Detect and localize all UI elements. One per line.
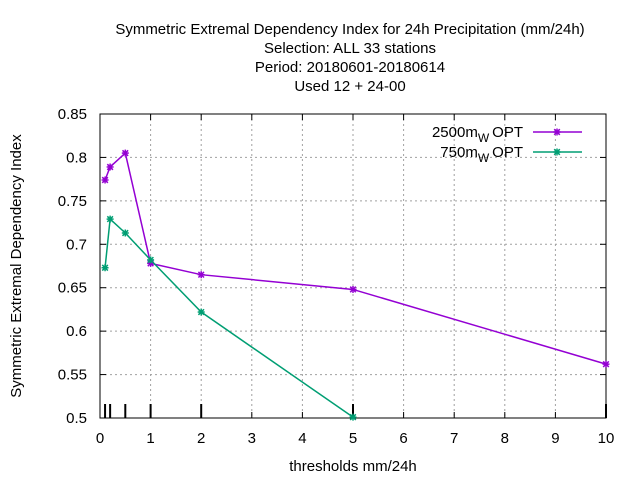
x-tick-label: 8 [501, 430, 509, 447]
data-point [553, 128, 561, 136]
x-tick-label: 6 [399, 430, 407, 447]
x-tick-label: 2 [197, 430, 205, 447]
x-tick-label: 7 [450, 430, 458, 447]
data-point [106, 215, 114, 223]
data-point [197, 308, 205, 316]
y-tick-label: 0.85 [58, 106, 87, 123]
legend-label: 750mW OPT [440, 144, 523, 165]
y-tick-label: 0.7 [66, 236, 87, 253]
data-point [101, 264, 109, 272]
data-point [147, 256, 155, 264]
grid [100, 114, 606, 418]
data-point [349, 413, 357, 421]
series [101, 149, 610, 421]
y-tick-label: 0.5 [66, 410, 87, 427]
x-tick-label: 5 [349, 430, 357, 447]
title-line: Selection: ALL 33 stations [264, 40, 436, 57]
y-tick-label: 0.6 [66, 323, 87, 340]
y-tick-label: 0.55 [58, 367, 87, 384]
data-point [349, 285, 357, 293]
data-point [197, 271, 205, 279]
x-axis-label: thresholds mm/24h [289, 458, 417, 475]
x-tick-label: 10 [598, 430, 615, 447]
legend-item: 2500mW OPT [432, 124, 582, 145]
y-axis: 0.5 0.55 0.6 0.65 0.7 0.75 0.8 0.85 [58, 106, 606, 427]
chart-title: Symmetric Extremal Dependency Index for … [115, 21, 584, 95]
title-line: Used 12 + 24-00 [294, 78, 405, 95]
legend-item: 750mW OPT [440, 144, 582, 165]
x-tick-label: 9 [551, 430, 559, 447]
data-point [553, 148, 561, 156]
legend-label: 2500mW OPT [432, 124, 523, 145]
y-tick-label: 0.65 [58, 280, 87, 297]
series-path [104, 217, 354, 418]
data-point [121, 149, 129, 157]
x-tick-label: 3 [248, 430, 256, 447]
title-line: Period: 20180601-20180614 [255, 59, 445, 76]
series-path [104, 151, 607, 365]
x-tick-label: 1 [146, 430, 154, 447]
threshold-markers [104, 404, 607, 418]
y-tick-label: 0.8 [66, 149, 87, 166]
title-line: Symmetric Extremal Dependency Index for … [115, 21, 584, 38]
data-point [101, 176, 109, 184]
data-point [106, 163, 114, 171]
y-axis-label: Symmetric Extremal Dependency Index [8, 134, 25, 398]
series-line-0 [101, 149, 610, 368]
y-tick-label: 0.75 [58, 193, 87, 210]
series-line-1 [101, 215, 357, 421]
x-tick-label: 0 [96, 430, 104, 447]
x-tick-label: 4 [298, 430, 306, 447]
x-axis: 0 1 2 3 4 5 6 7 8 9 10 [96, 114, 615, 447]
data-point [602, 360, 610, 368]
data-point [121, 229, 129, 237]
